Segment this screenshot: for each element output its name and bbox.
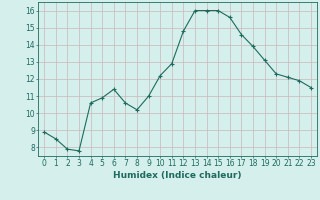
X-axis label: Humidex (Indice chaleur): Humidex (Indice chaleur) — [113, 171, 242, 180]
